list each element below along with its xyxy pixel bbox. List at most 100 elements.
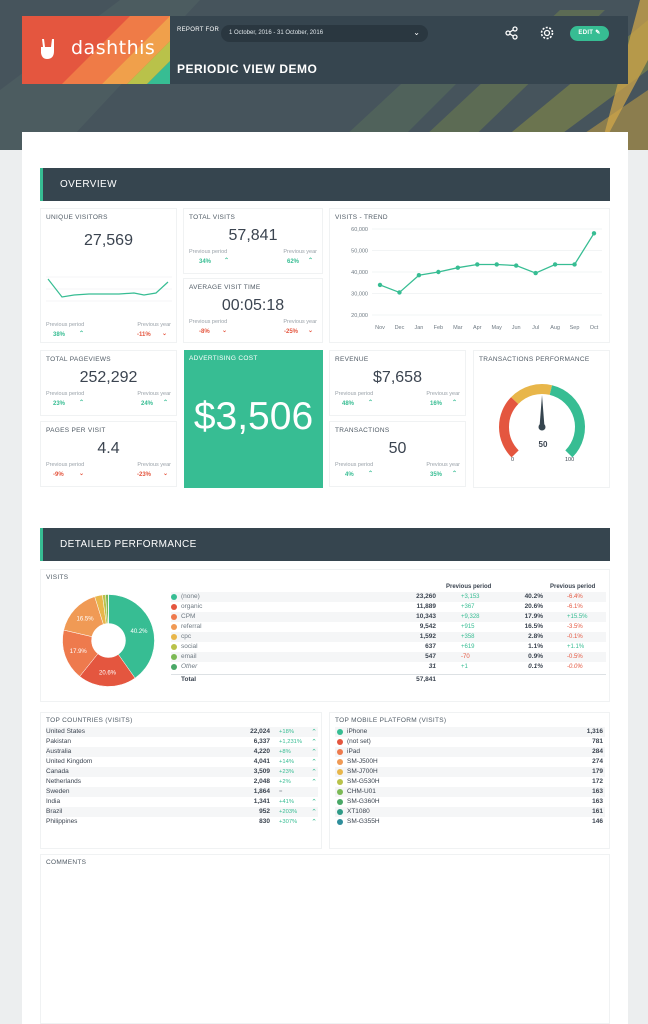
prev-period-label: Previous period [189,249,228,255]
country-name: United States [46,728,86,735]
date-range-value: 1 October, 2016 - 31 October, 2016 [229,30,324,36]
edit-button[interactable]: EDIT ✎ [570,26,609,41]
pie-slice-label: 16.5% [77,617,95,623]
revenue-widget[interactable]: REVENUE $7,658 Previous period Previous … [329,350,466,416]
transactions-widget[interactable]: TRANSACTIONS 50 Previous period Previous… [329,421,466,487]
avg-visit-time-widget[interactable]: AVERAGE VISIT TIME 00:05:18 Previous per… [183,278,323,343]
comments-widget[interactable]: COMMENTS [40,854,610,1024]
transactions-performance-widget[interactable]: TRANSACTIONS PERFORMANCE 50 0 100 [473,350,610,488]
data-point [436,269,441,275]
data-point [513,263,519,268]
table-row: India 1,341 +41% ⌃ [46,797,318,807]
top-mobile-widget[interactable]: TOP MOBILE PLATFORM (VISITS) iPhone 1,316… [329,712,610,849]
country-name: Canada [46,768,69,775]
widget-value: 4.4 [97,440,120,457]
platform-name: SM-J500H [347,758,378,765]
row-percent: 1.1% [528,643,543,650]
table-row: XT1080 161 [335,807,605,817]
widget-title: ADVERTISING COST [189,355,258,362]
country-value: 4,220 [253,748,270,755]
widget-value: 00:05:18 [221,297,285,314]
report-for-label: REPORT FOR [177,27,220,33]
arrow-up-icon: ⌃ [79,400,85,406]
prev-year-value: 16% [430,401,443,407]
logo-text: dashthis [71,37,156,59]
table-row: iPhone 1,316 [335,727,605,737]
arrow-up-icon: ⌃ [311,809,317,816]
arrow-up-icon: ⌃ [224,258,230,264]
top-countries-widget[interactable]: TOP COUNTRIES (VISITS) United States 22,0… [40,712,322,849]
share-icon[interactable] [504,25,520,41]
platform-name: SM-J700H [347,768,378,775]
gauge-segment [511,384,553,405]
legend-dot [337,809,343,815]
country-value: 22,024 [250,728,270,735]
data-point [455,265,461,270]
y-tick-label: 40,000 [351,270,368,276]
row-label: email [181,653,197,660]
visits-detail-widget[interactable]: VISITS 40.2% 20.6% 17.9% 16.5% Previous per… [40,569,610,702]
table-row: SM-G355H 146 [335,817,605,827]
top-countries-table: United States 22,024 +18% ⌃ Pakistan 6,337 +1,… [46,727,318,847]
table-row: CPM 10,343 +9,328 17.9% +15.5% [171,612,606,622]
row-change: +915 [461,624,475,630]
row-yoy-change: +15.5% [567,614,588,620]
total-label: Total [181,676,197,683]
prev-period-label: Previous period [46,462,85,468]
prev-period-value: 23% [53,401,66,407]
widget-title: TOP MOBILE PLATFORM (VISITS) [335,717,447,724]
row-percent: 40.2% [524,593,543,600]
arrow-up-icon: ⌃ [311,759,317,766]
advertising-cost-widget[interactable]: ADVERTISING COST $3,506 [184,350,323,488]
row-value: 31 [428,663,436,670]
table-row: Pakistan 6,337 +1,231% ⌃ [46,737,318,747]
visits-detail-table: (none) 23,260 +3,153 40.2% -6.4% organic 11,88… [171,592,606,702]
prev-period-header: Previous period [446,584,492,590]
table-row: Canada 3,509 +23% ⌃ [46,767,318,777]
data-point [552,262,558,267]
country-value: 2,048 [253,778,270,785]
legend-dot [171,614,177,620]
country-value: 1,341 [253,798,270,805]
row-percent: 0.1% [528,663,543,670]
pie-slice [108,594,155,679]
data-point [475,262,480,267]
platform-value: 284 [592,748,603,755]
arrow-down-icon: ⌄ [79,471,85,477]
widget-title: TRANSACTIONS PERFORMANCE [479,356,590,363]
country-change: +203% [279,809,298,815]
table-row: cpc 1,592 +358 2.8% -0.1% [171,632,606,642]
legend-dot [337,819,343,825]
arrow-down-icon: ⌄ [163,471,169,477]
row-change: +358 [461,634,475,640]
platform-name: SM-G355H [347,818,380,825]
country-value: 952 [259,808,270,815]
gear-icon[interactable] [539,25,555,41]
widget-title: AVERAGE VISIT TIME [189,284,261,291]
prev-year-value: -25% [284,329,299,335]
date-range-select[interactable]: 1 October, 2016 - 31 October, 2016 ⌄ [221,25,428,42]
chevron-down-icon: ⌄ [413,28,420,37]
country-name: United Kingdom [46,758,93,765]
prev-year-header: Previous period [550,584,596,590]
total-visits-widget[interactable]: TOTAL VISITS 57,841 Previous period Prev… [183,208,323,274]
widget-title: TRANSACTIONS [335,427,390,434]
platform-name: XT1080 [347,808,370,815]
total-pageviews-widget[interactable]: TOTAL PAGEVIEWS 252,292 Previous period … [40,350,177,416]
legend-dot [337,749,343,755]
table-row: Australia 4,220 +8% ⌃ [46,747,318,757]
widget-value: 57,841 [228,227,278,244]
data-point [416,273,422,278]
arrow-up-icon: ⌃ [311,749,317,756]
row-yoy-change: -0.0% [567,664,583,670]
legend-dot [337,729,343,735]
detailed-performance-header: DETAILED PERFORMANCE [40,528,610,561]
x-tick-label: Sep [570,325,580,331]
unique-visitors-widget[interactable]: UNIQUE VISITORS 27,569 Previous period P… [40,208,177,343]
data-point [591,231,597,236]
table-row: Philippines 830 +307% ⌃ [46,817,318,827]
platform-value: 163 [592,798,603,805]
pages-per-visit-widget[interactable]: PAGES PER VISIT 4.4 Previous period Prev… [40,421,177,487]
visits-trend-widget[interactable]: VISITS - TREND 60,000 50,000 40,000 30,000 2… [329,208,610,343]
row-percent: 16.5% [524,623,543,630]
